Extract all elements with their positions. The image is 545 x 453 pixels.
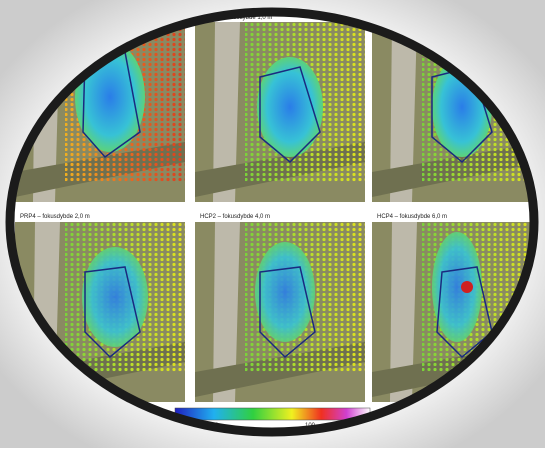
panel-title: HCP2 – fokusdybde 4,0 m [200, 214, 270, 220]
panel-title: PRP4 – fokusdybde 2,0 m [20, 214, 90, 220]
figure: fokusdybde 1,0 m PRP4 – fokusdybde 2,0 m… [0, 0, 545, 448]
panel-title: HCP4 – fokusdybde 6,0 m [377, 214, 447, 220]
colorbar [175, 408, 370, 420]
